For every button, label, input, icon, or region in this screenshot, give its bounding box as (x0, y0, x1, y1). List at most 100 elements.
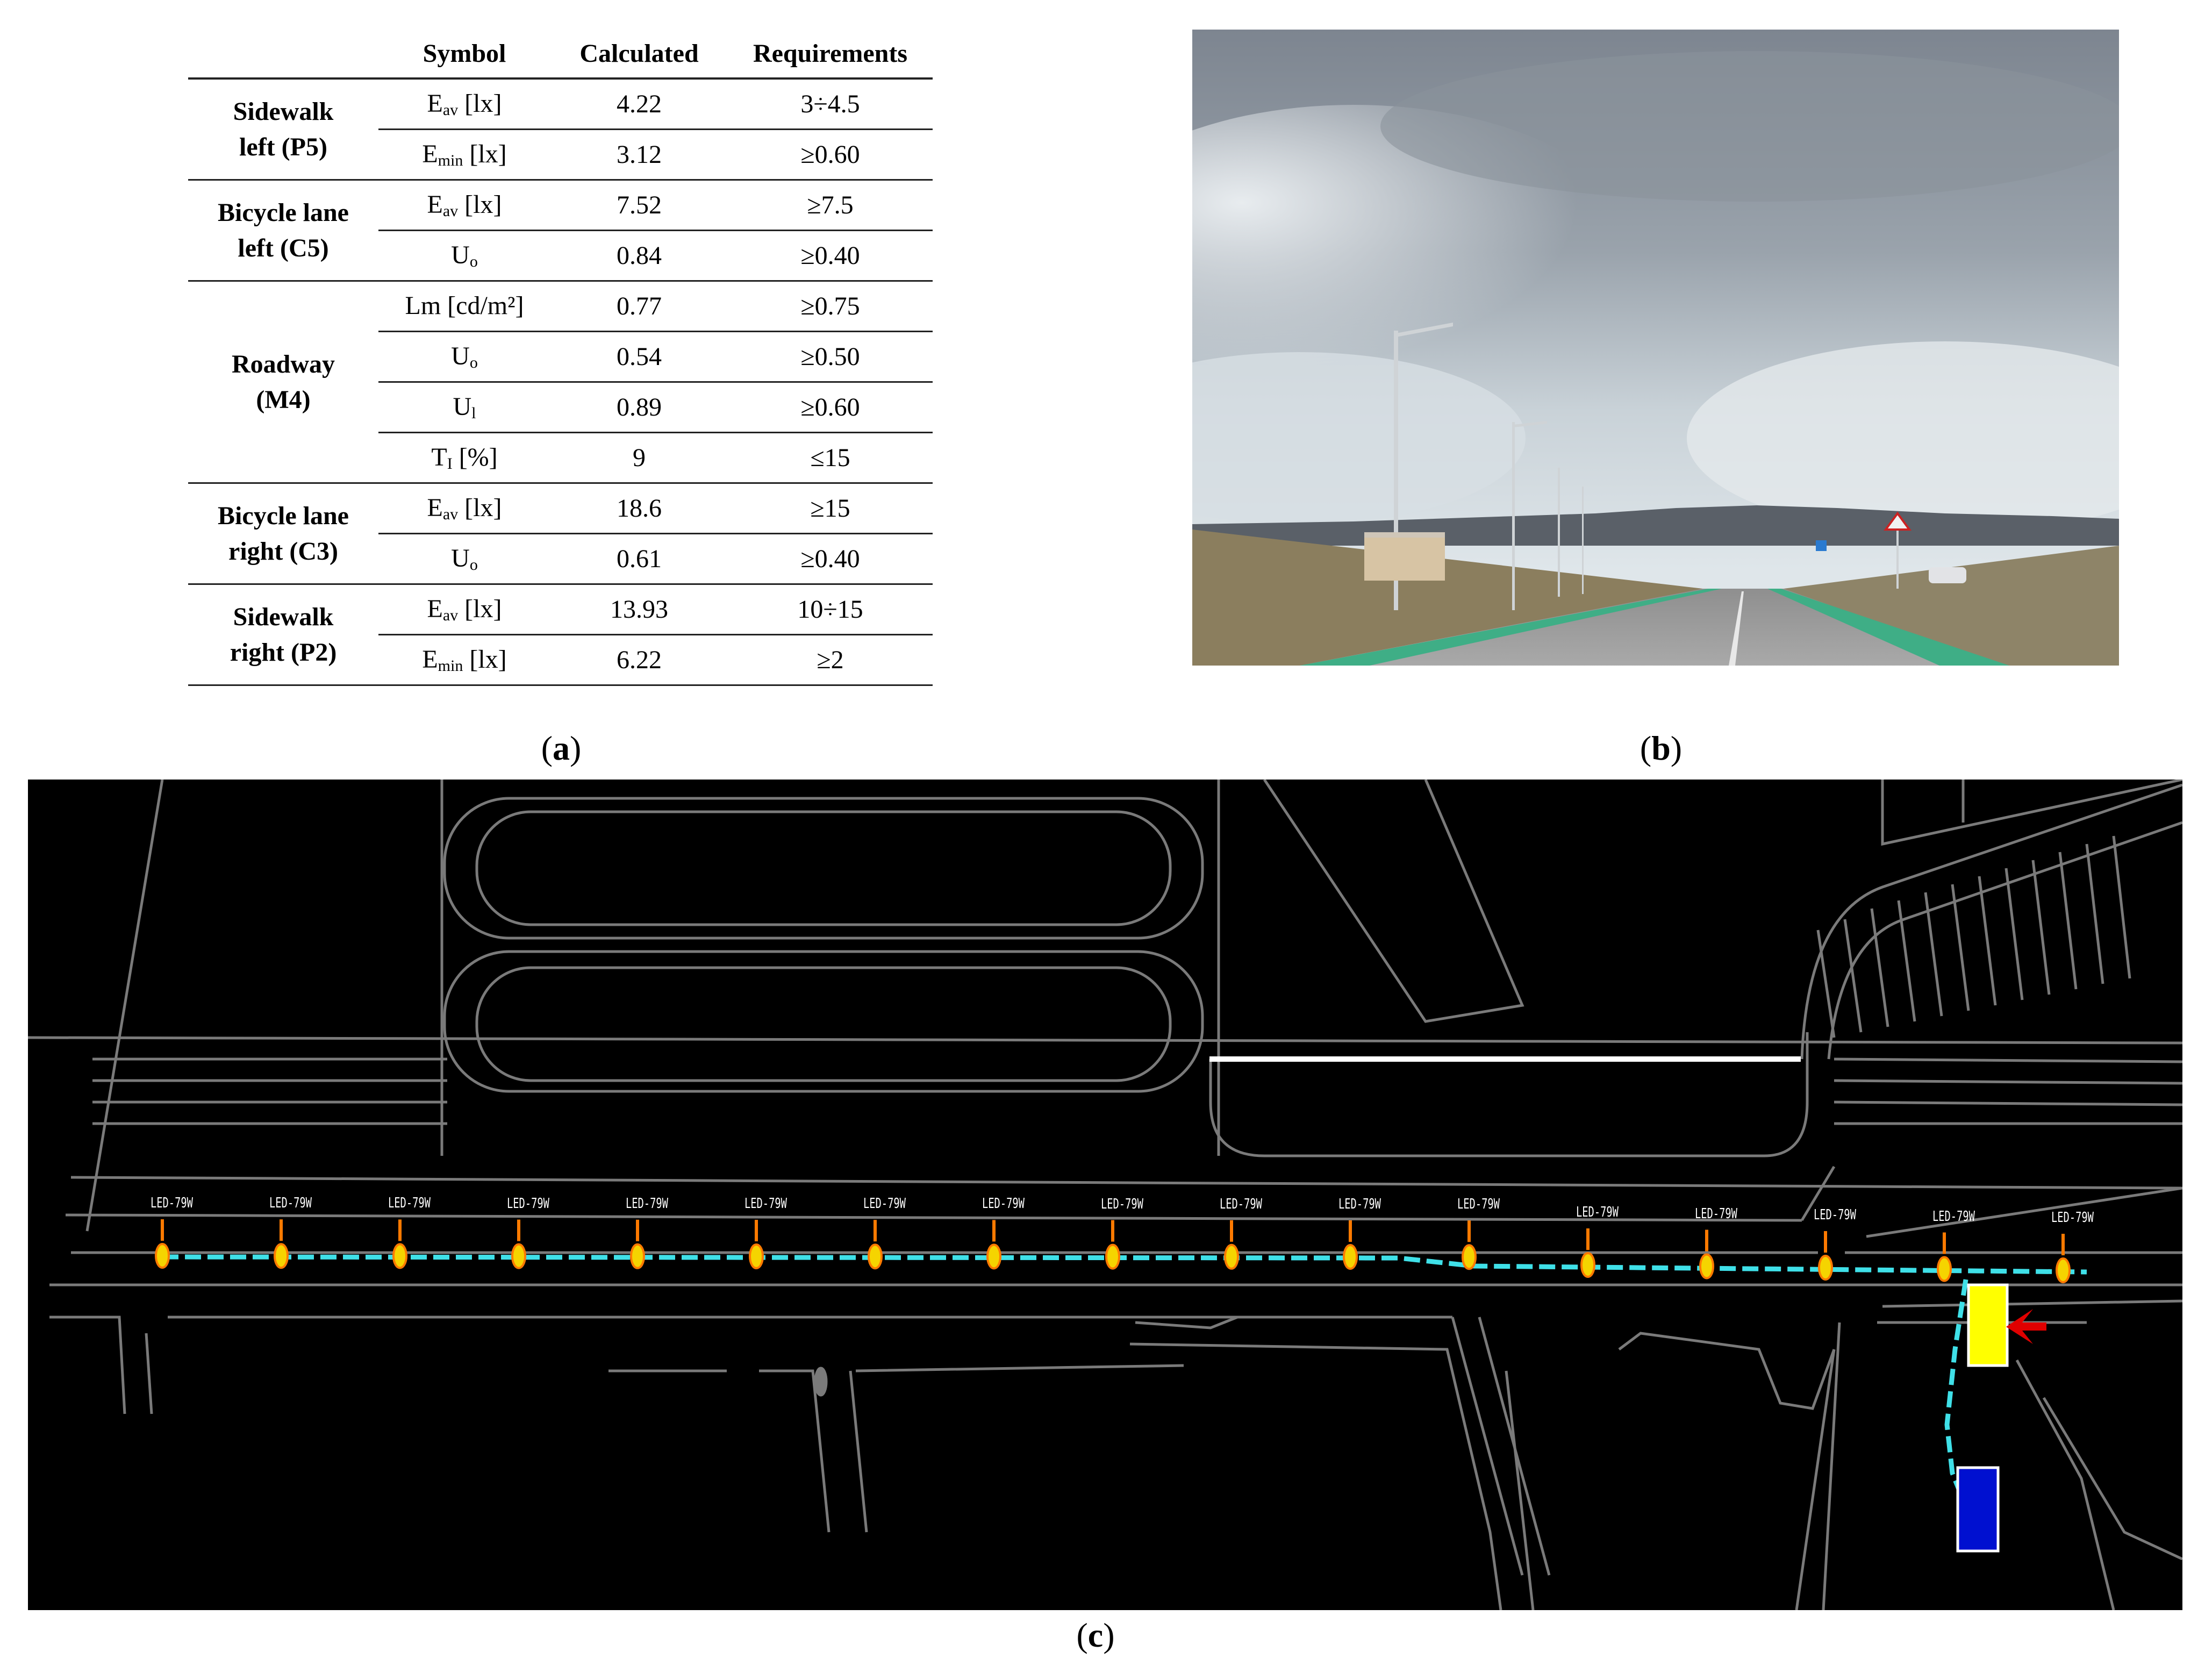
luminaire-label: LED-79W (626, 1195, 668, 1212)
header-cell (188, 30, 378, 80)
calculated-cell: 0.77 (550, 281, 728, 332)
luminaire-label: LED-79W (1932, 1208, 1975, 1225)
symbol-subscript: I (447, 455, 453, 473)
symbol: U (453, 392, 472, 421)
luminaire-label: LED-79W (1695, 1205, 1737, 1222)
table-row: Ul 0.89 ≥0.60 (188, 382, 933, 433)
symbol-cell: TI [%] (378, 432, 550, 484)
luminaire-arm (2061, 1234, 2065, 1255)
symbol-unit: [lx] (458, 494, 502, 522)
luminaire-icon (630, 1243, 645, 1269)
luminaire-arm (280, 1219, 283, 1241)
luminaire-arm (1943, 1232, 1946, 1254)
luminaire-icon (1462, 1244, 1477, 1270)
lighting-results-table: Symbol Calculated Requirements Sidewalk left… (188, 30, 933, 686)
symbol-subscript: min (438, 152, 463, 169)
symbol: U (451, 342, 470, 370)
plan-linework (28, 780, 2182, 1610)
calculated-cell: 18.6 (550, 483, 728, 534)
luminaire-arm (1705, 1229, 1708, 1252)
group-name: Sidewalk right (P2) (188, 584, 378, 686)
calculated-cell: 4.22 (550, 78, 728, 130)
table-row: Bicycle lane right (C3) Eav [lx] 18.6 ≥15 (188, 483, 933, 585)
symbol-subscript: av (442, 606, 459, 624)
calculated-cell: 7.52 (550, 180, 728, 231)
symbol-cell: Eav [lx] (378, 483, 550, 534)
symbol: E (422, 140, 438, 168)
symbol-subscript: l (471, 404, 476, 422)
luminaire-icon (1224, 1243, 1239, 1270)
luminaire-arm (1824, 1231, 1827, 1253)
luminaire-icon (1580, 1252, 1595, 1278)
luminaire-arm (1349, 1220, 1352, 1242)
group-name-line1: Sidewalk (233, 97, 334, 126)
symbol-subscript: o (469, 556, 478, 574)
luminaire-layout-plan: LED-79W LED-79W LED-79W LED-79W LED-79W LED-7… (28, 780, 2182, 1610)
luminaire-arm (874, 1220, 877, 1242)
header-cell: Requirements (728, 30, 933, 80)
group-name-line2: right (C3) (228, 537, 338, 566)
luminaire-label: LED-79W (1576, 1204, 1619, 1220)
symbol-unit: [lx] (458, 595, 502, 623)
symbol-subscript: o (469, 253, 478, 270)
luminaire-icon (511, 1243, 526, 1269)
table-row: Sidewalk right (P2) Eav [lx] 13.93 10÷15 (188, 584, 933, 686)
luminaire-icon (1699, 1253, 1714, 1279)
calculated-cell: 0.54 (550, 331, 728, 383)
table-row: Uo 0.54 ≥0.50 (188, 331, 933, 383)
group-name-line1: Bicycle lane (218, 198, 349, 227)
symbol-cell: Uo (378, 331, 550, 383)
symbol-cell: Ul (378, 382, 550, 433)
group-name: Bicycle lane right (C3) (188, 483, 378, 585)
distribution-box-blue (1956, 1466, 2000, 1553)
luminaire-label: LED-79W (1101, 1196, 1143, 1212)
luminaire-label: LED-79W (1338, 1196, 1381, 1212)
requirement-cell: ≤15 (728, 432, 933, 484)
calculated-cell: 13.93 (550, 584, 728, 635)
group-name: Sidewalk left (P5) (188, 78, 378, 181)
calculated-cell: 6.22 (550, 634, 728, 686)
luminaire-arm (161, 1219, 164, 1241)
requirement-cell: ≥0.40 (728, 230, 933, 282)
requirement-cell: ≥0.60 (728, 382, 933, 433)
luminaire-label: LED-79W (2051, 1210, 2094, 1226)
symbol: T (431, 443, 447, 471)
caption-a: (a) (541, 729, 582, 767)
red-arrow-icon (2006, 1309, 2046, 1344)
luminaire-icon (392, 1243, 407, 1269)
luminaire-label: LED-79W (744, 1196, 787, 1212)
calculated-cell: 0.89 (550, 382, 728, 433)
luminaire-icon (1343, 1244, 1358, 1270)
calculated-cell: 3.12 (550, 129, 728, 181)
symbol-cell: Eav [lx] (378, 584, 550, 635)
group-name-line1: Roadway (231, 349, 335, 378)
symbol-cell: Eav [lx] (378, 180, 550, 231)
group-name-line1: Sidewalk (233, 602, 334, 631)
requirement-cell: ≥0.40 (728, 533, 933, 585)
symbol-cell: Lm [cd/m²] (378, 281, 550, 332)
luminaire-arm (992, 1220, 996, 1242)
symbol-unit: [%] (452, 443, 498, 471)
group-name-line1: Bicycle lane (218, 501, 349, 530)
group-name-line2: right (P2) (230, 638, 337, 667)
luminaire-arm (1111, 1220, 1114, 1242)
luminaire-label: LED-79W (1457, 1196, 1500, 1213)
table-row: Sidewalk left (P5) Eav [lx] 4.22 3÷4.5 (188, 78, 933, 181)
caption-c: (c) (1076, 1616, 1115, 1654)
symbol-cell: Uo (378, 230, 550, 282)
luminaire-arm (1467, 1220, 1471, 1242)
header-cell: Symbol (378, 30, 550, 80)
white-marking (1209, 1056, 1801, 1062)
luminaire-icon (1937, 1256, 1952, 1282)
group-name-line2: left (C5) (238, 233, 329, 262)
symbol: E (427, 595, 443, 623)
requirement-cell: 10÷15 (728, 584, 933, 635)
symbol-cell: Emin [lx] (378, 129, 550, 181)
symbol-subscript: av (442, 505, 459, 523)
symbol-unit: [lx] (458, 190, 502, 219)
requirement-cell: ≥0.75 (728, 281, 933, 332)
luminaire-arm (1586, 1228, 1590, 1250)
street-photo (1192, 30, 2119, 666)
table-row: Bicycle lane left (C5) Eav [lx] 7.52 ≥7.5 (188, 180, 933, 282)
requirement-cell: ≥2 (728, 634, 933, 686)
